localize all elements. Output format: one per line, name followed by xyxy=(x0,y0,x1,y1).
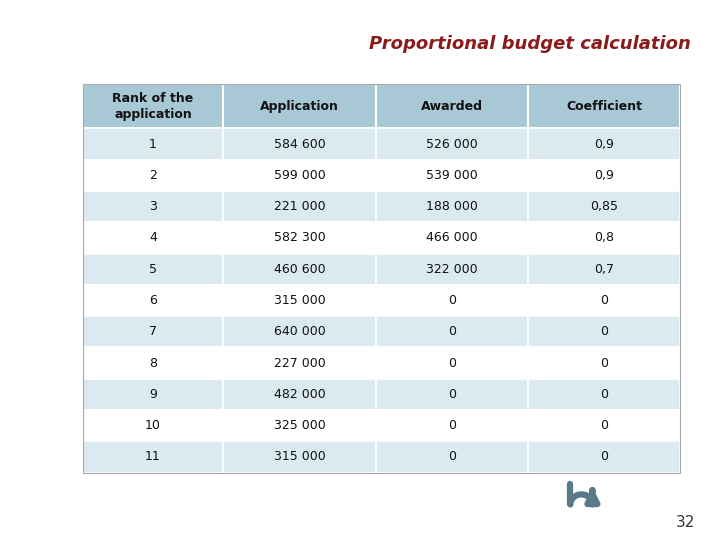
Text: 10: 10 xyxy=(145,419,161,432)
Text: 11: 11 xyxy=(145,450,161,463)
Text: 460 600: 460 600 xyxy=(274,262,325,276)
Text: 539 000: 539 000 xyxy=(426,169,477,182)
Text: 0,85: 0,85 xyxy=(590,200,618,213)
Text: 466 000: 466 000 xyxy=(426,232,477,245)
Text: 325 000: 325 000 xyxy=(274,419,325,432)
Text: 32: 32 xyxy=(675,515,695,530)
Text: 0: 0 xyxy=(600,294,608,307)
Text: 0: 0 xyxy=(600,450,608,463)
Text: 2: 2 xyxy=(149,169,157,182)
Text: 188 000: 188 000 xyxy=(426,200,478,213)
Text: 1: 1 xyxy=(149,138,157,151)
Text: 0: 0 xyxy=(600,356,608,369)
Text: Coefficient: Coefficient xyxy=(566,99,642,112)
Text: Rank of the
application: Rank of the application xyxy=(112,92,194,120)
Text: 526 000: 526 000 xyxy=(426,138,477,151)
Text: 0: 0 xyxy=(600,388,608,401)
Text: 315 000: 315 000 xyxy=(274,294,325,307)
Text: 3: 3 xyxy=(149,200,157,213)
Text: 0,9: 0,9 xyxy=(594,138,614,151)
Text: 8: 8 xyxy=(149,356,157,369)
Text: 0: 0 xyxy=(600,419,608,432)
Text: 584 600: 584 600 xyxy=(274,138,325,151)
Text: 0: 0 xyxy=(600,325,608,338)
Text: 315 000: 315 000 xyxy=(274,450,325,463)
Text: 0: 0 xyxy=(448,325,456,338)
Text: 322 000: 322 000 xyxy=(426,262,477,276)
Text: Awarded: Awarded xyxy=(420,99,483,112)
Text: 0,7: 0,7 xyxy=(594,262,614,276)
Text: 0,9: 0,9 xyxy=(594,169,614,182)
Text: 0: 0 xyxy=(448,419,456,432)
Text: 227 000: 227 000 xyxy=(274,356,325,369)
Text: 0: 0 xyxy=(448,450,456,463)
Text: 0: 0 xyxy=(448,356,456,369)
Text: 4: 4 xyxy=(149,232,157,245)
Text: 482 000: 482 000 xyxy=(274,388,325,401)
Text: 7: 7 xyxy=(149,325,157,338)
Text: 6: 6 xyxy=(149,294,157,307)
Text: 221 000: 221 000 xyxy=(274,200,325,213)
Text: 9: 9 xyxy=(149,388,157,401)
Text: 640 000: 640 000 xyxy=(274,325,325,338)
Text: 0: 0 xyxy=(448,388,456,401)
Text: 0: 0 xyxy=(448,294,456,307)
Text: Application: Application xyxy=(260,99,339,112)
Text: 599 000: 599 000 xyxy=(274,169,325,182)
Text: 0,8: 0,8 xyxy=(594,232,614,245)
Text: 582 300: 582 300 xyxy=(274,232,325,245)
Text: Proportional budget calculation: Proportional budget calculation xyxy=(369,35,691,53)
Text: 5: 5 xyxy=(149,262,157,276)
